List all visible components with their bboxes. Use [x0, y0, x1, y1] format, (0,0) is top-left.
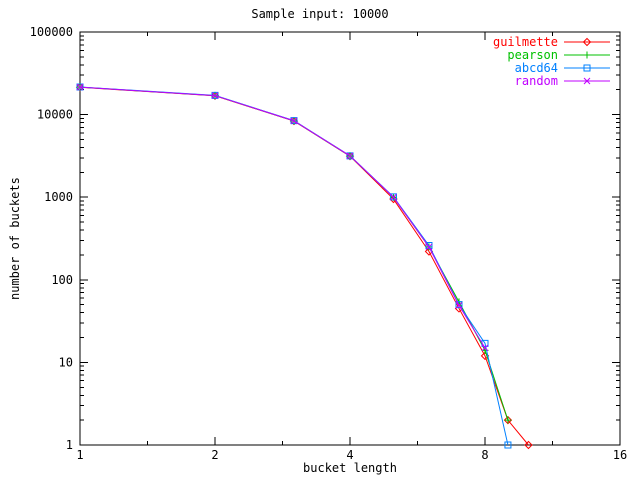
series-marker-random	[425, 243, 433, 251]
series-marker-random	[481, 344, 489, 352]
y-tick-label: 10	[59, 355, 73, 369]
y-tick-label: 100	[51, 273, 73, 287]
y-tick-label: 100000	[30, 25, 73, 39]
series-marker-random	[290, 117, 298, 125]
x-axis-label: bucket length	[303, 461, 397, 475]
x-tick-label: 16	[613, 448, 627, 462]
series-marker-abcd64	[504, 441, 512, 449]
y-tick-label: 1	[66, 438, 73, 452]
legend-label-guilmette: guilmette	[493, 35, 558, 49]
series-marker-abcd64	[455, 301, 463, 309]
chart-title: Sample input: 10000	[251, 7, 389, 21]
series-line-abcd64	[79, 86, 509, 446]
plot-border	[79, 31, 621, 446]
series-marker-pearson	[504, 416, 512, 424]
series-marker-random	[455, 302, 463, 309]
series-marker-random	[390, 193, 397, 201]
series-line-guilmette	[79, 86, 529, 446]
legend-sample-marker	[583, 64, 591, 72]
legend-sample-marker	[583, 77, 591, 85]
series-marker-random	[211, 92, 219, 99]
series-line-pearson	[79, 86, 509, 421]
x-tick-label: 2	[211, 448, 218, 462]
series-marker-guilmette	[480, 351, 490, 361]
legend-label-random: random	[515, 74, 558, 88]
y-tick-label: 1000	[44, 190, 73, 204]
x-tick-label: 1	[76, 448, 83, 462]
series-marker-random	[76, 83, 84, 91]
legend-entry-pearson: pearson	[507, 48, 610, 62]
legend-entry-guilmette: guilmette	[493, 35, 610, 49]
series-marker-guilmette	[524, 440, 533, 450]
legend-label-abcd64: abcd64	[515, 61, 558, 75]
legend-entry-abcd64: abcd64	[515, 61, 610, 75]
x-tick-label: 4	[346, 448, 353, 462]
legend-sample-marker	[582, 37, 592, 47]
legend-entry-random: random	[515, 74, 610, 88]
y-tick-label: 10000	[37, 108, 73, 122]
x-tick-label: 8	[481, 448, 488, 462]
series-marker-abcd64	[481, 339, 489, 347]
legend-label-pearson: pearson	[507, 48, 558, 62]
series-marker-random	[346, 152, 354, 160]
legend-sample-marker	[583, 51, 591, 59]
series-line-random	[79, 86, 486, 349]
series-marker-abcd64	[425, 242, 433, 250]
